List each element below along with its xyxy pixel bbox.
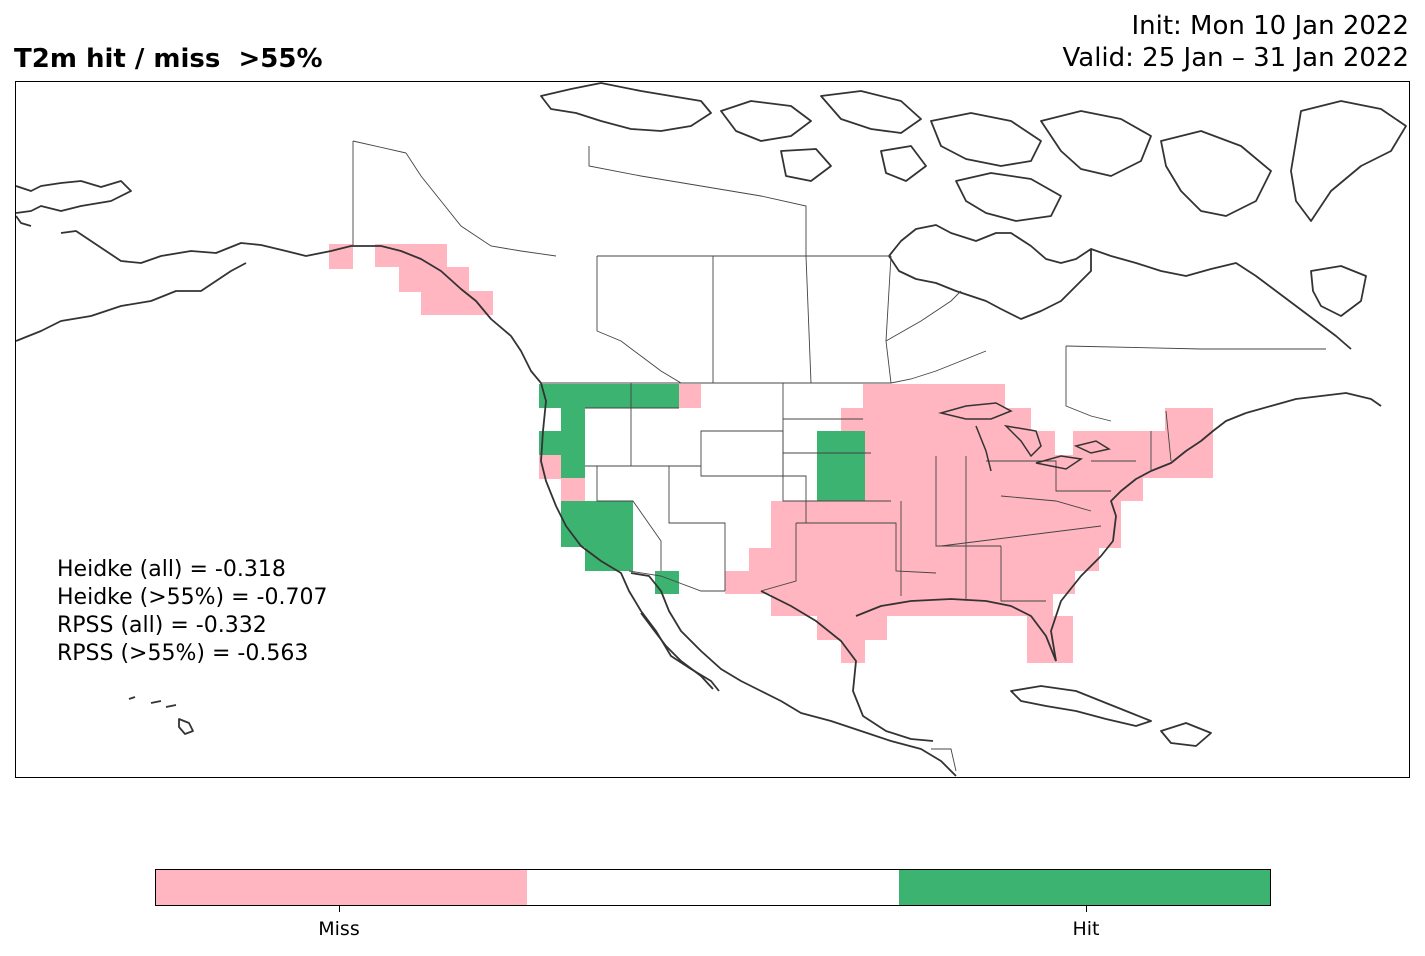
miss-cell	[771, 524, 1121, 548]
miss-swatch	[156, 870, 528, 905]
rpss-all-score: RPSS (all) = -0.332	[57, 613, 267, 638]
miss-cell	[399, 267, 469, 292]
verification-cells	[329, 244, 1213, 663]
miss-cell	[421, 291, 493, 315]
hit-tick	[1086, 906, 1087, 912]
miss-cell	[1027, 640, 1073, 663]
rpss-55-score: RPSS (>55%) = -0.563	[57, 641, 309, 666]
miss-cell	[865, 431, 1055, 455]
hit-cell	[655, 571, 679, 594]
miss-cell	[865, 455, 1191, 478]
miss-cell	[841, 408, 1031, 431]
legend-colorbar	[155, 869, 1271, 906]
valid-period: Valid: 25 Jan – 31 Jan 2022	[1062, 43, 1410, 73]
miss-cell	[561, 478, 585, 501]
hit-cell	[561, 455, 585, 479]
map-panel	[15, 81, 1410, 778]
miss-cell	[725, 571, 1075, 594]
miss-cell	[817, 616, 887, 640]
north-america-map	[16, 82, 1407, 777]
miss-cell	[887, 478, 1143, 501]
hit-cell	[539, 384, 679, 408]
miss-cell	[1165, 408, 1213, 431]
miss-label: Miss	[318, 918, 360, 940]
coastlines	[16, 82, 1407, 777]
skill-scores: Heidke (all) = -0.318 Heidke (>55%) = -0…	[57, 556, 327, 668]
miss-tick	[339, 906, 340, 912]
miss-cell	[1073, 431, 1213, 455]
political-borders	[352, 140, 1326, 772]
init-date: Init: Mon 10 Jan 2022	[1131, 11, 1409, 41]
miss-cell	[865, 478, 887, 501]
hit-swatch	[898, 870, 1270, 905]
hit-cell	[561, 408, 585, 432]
miss-cell	[1191, 455, 1213, 478]
hit-label: Hit	[1072, 918, 1100, 940]
heidke-all-score: Heidke (all) = -0.318	[57, 557, 286, 582]
map-title: T2m hit / miss >55%	[14, 44, 323, 74]
hit-cell	[561, 501, 633, 547]
miss-cell	[749, 548, 1099, 571]
miss-cell	[841, 640, 865, 663]
hit-cell	[817, 431, 865, 501]
neutral-swatch	[527, 870, 899, 905]
miss-cell	[771, 501, 1121, 524]
hit-cell	[585, 547, 633, 571]
date-info: Init: Mon 10 Jan 2022 Valid: 25 Jan – 31…	[1063, 10, 1410, 74]
heidke-55-score: Heidke (>55%) = -0.707	[57, 585, 328, 610]
hit-cell	[539, 431, 585, 455]
miss-cell	[771, 594, 1053, 616]
great-lakes	[938, 402, 1111, 472]
miss-cell	[679, 384, 701, 408]
